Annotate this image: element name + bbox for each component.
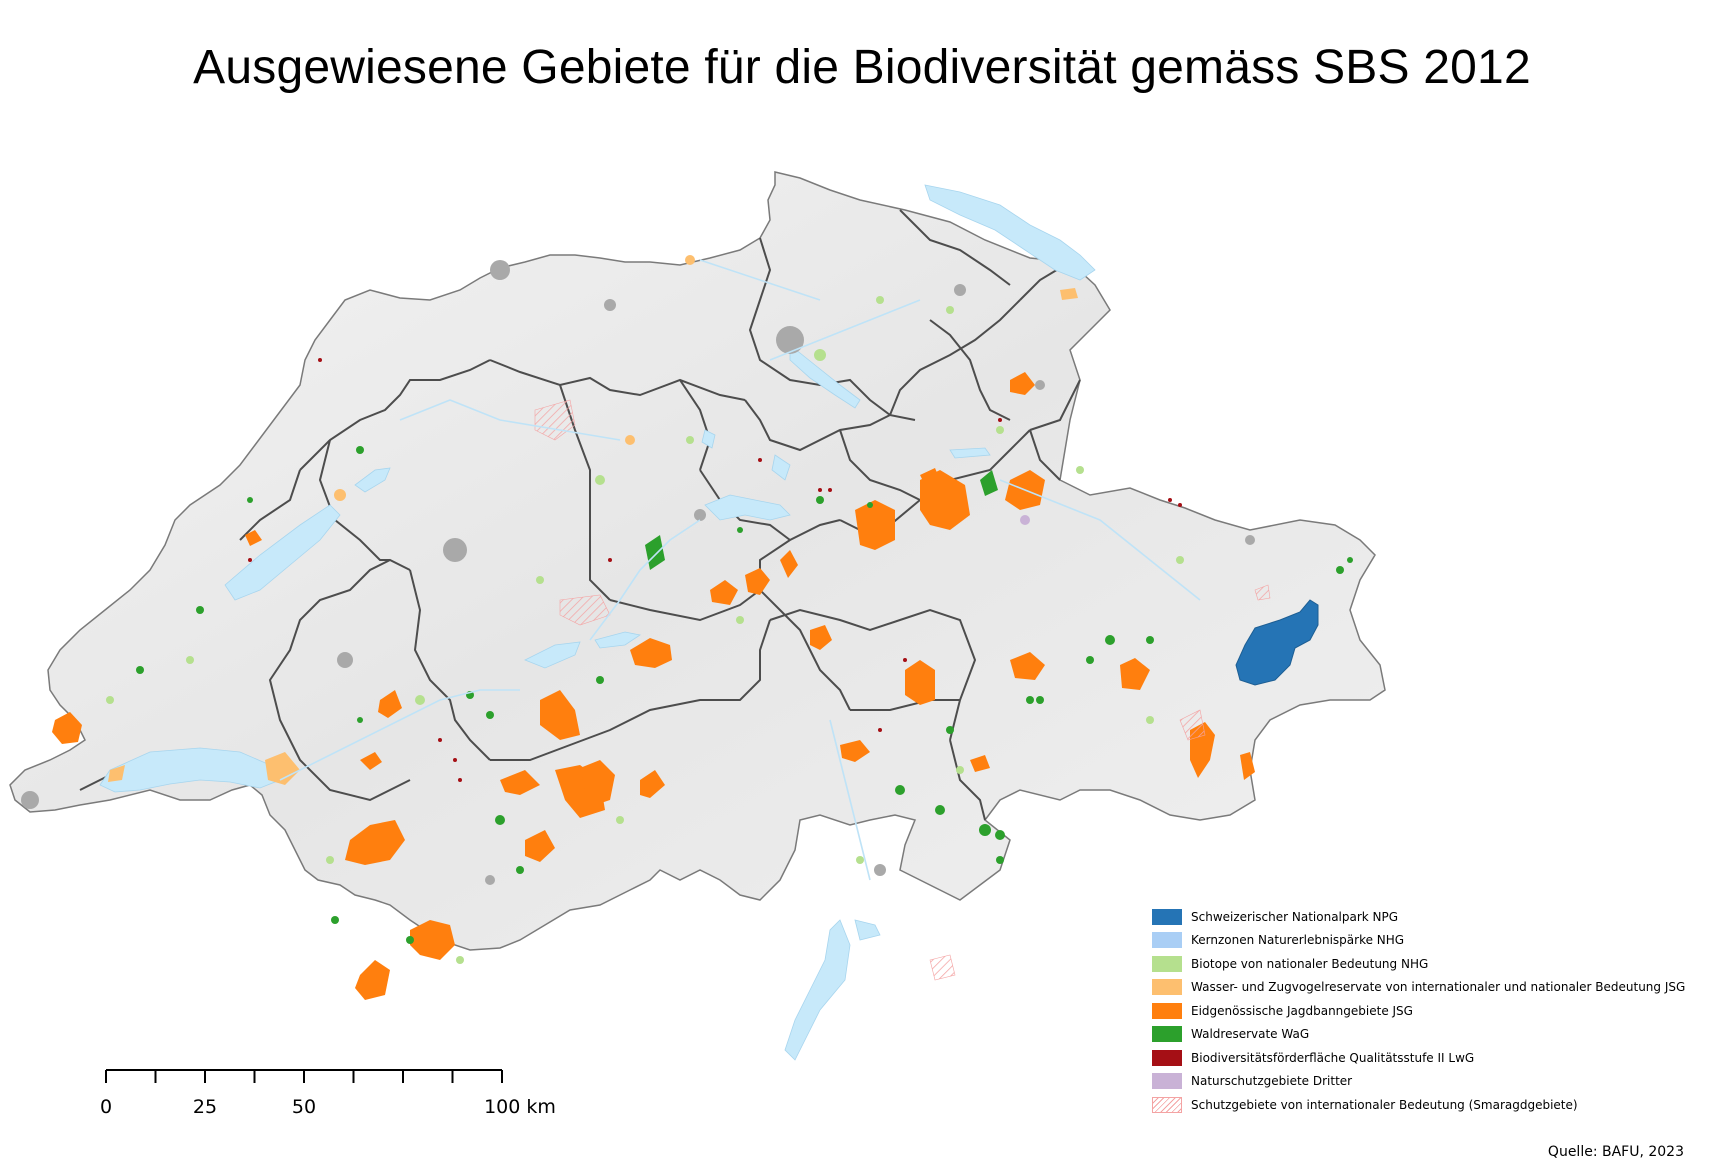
- legend-item-waldreservate: Waldreservate WaG: [1152, 1023, 1712, 1047]
- urban-areas: [21, 260, 1255, 885]
- bff-qii-areas: [248, 358, 1182, 782]
- lake-walensee: [949, 447, 991, 459]
- legend-item-jagdbann: Eidgenössische Jagdbanngebiete JSG: [1152, 999, 1712, 1023]
- legend-label: Eidgenössische Jagdbanngebiete JSG: [1191, 1003, 1413, 1018]
- scale-label-25: 25: [192, 1096, 218, 1118]
- smaragd-areas: [534, 399, 1271, 981]
- scale-ticks: [105, 1070, 503, 1083]
- legend-label: Schweizerischer Nationalpark NPG: [1191, 909, 1399, 924]
- canton-boundaries: [79, 209, 1081, 821]
- lake-maggiore: [784, 919, 851, 1061]
- legend-label: Kernzonen Naturerlebnispärke NHG: [1191, 933, 1405, 948]
- lake-biel: [354, 467, 391, 493]
- waterbird-reserves: [108, 255, 1078, 785]
- legend-swatch: [1152, 1026, 1182, 1043]
- legend-swatch-hatched: [1152, 1096, 1182, 1113]
- legend-label: Wasser- und Zugvogelreservate von intern…: [1191, 980, 1686, 995]
- legend-swatch: [1152, 932, 1182, 949]
- legend-item-biotope: Biotope von nationaler Bedeutung NHG: [1152, 952, 1712, 976]
- scale-label-0: 0: [99, 1096, 113, 1118]
- source-note: Quelle: BAFU, 2023: [1547, 1144, 1684, 1160]
- legend-swatch: [1152, 908, 1182, 925]
- scale-label-100km: 100 km: [484, 1096, 556, 1118]
- lake-geneva: [99, 747, 281, 793]
- legend-swatch: [1152, 955, 1182, 972]
- naturschutz-dritter-areas: [1020, 515, 1030, 525]
- legend-swatch: [1152, 979, 1182, 996]
- scale-label-50: 50: [291, 1096, 317, 1118]
- lake-zurich: [789, 344, 861, 409]
- legend-label: Schutzgebiete von internationaler Bedeut…: [1191, 1097, 1578, 1112]
- lake-constance: [924, 184, 1096, 281]
- lakes: [99, 184, 1096, 1061]
- lake-lugano: [854, 919, 881, 941]
- legend-label: Biodiversitätsförderfläche Qualitätsstuf…: [1191, 1050, 1475, 1065]
- legend-item-kernzonen: Kernzonen Naturerlebnispärke NHG: [1152, 929, 1712, 953]
- lake-brienz: [594, 631, 642, 649]
- country-outline: [9, 171, 1386, 951]
- rivers: [279, 259, 1201, 881]
- lake-thun: [524, 641, 581, 669]
- swiss-national-park: [1235, 599, 1319, 686]
- legend-item-wasser-zugvogel: Wasser- und Zugvogelreservate von intern…: [1152, 976, 1712, 1000]
- legend-swatch: [1152, 1073, 1182, 1090]
- legend: Schweizerischer Nationalpark NPG Kernzon…: [1152, 905, 1712, 1117]
- map-title: Ausgewiesene Gebiete für die Biodiversit…: [193, 41, 1531, 94]
- legend-label: Biotope von nationaler Bedeutung NHG: [1191, 956, 1429, 971]
- biotope-areas: [106, 296, 1284, 964]
- legend-swatch: [1152, 1002, 1182, 1019]
- lake-lucerne: [704, 494, 791, 521]
- jagdbann-areas: [52, 372, 1255, 1000]
- legend-item-bff-qii: Biodiversitätsförderfläche Qualitätsstuf…: [1152, 1046, 1712, 1070]
- lake-zug: [771, 454, 791, 481]
- legend-swatch: [1152, 1049, 1182, 1066]
- lake-neuchatel: [224, 504, 341, 601]
- legend-item-npg: Schweizerischer Nationalpark NPG: [1152, 905, 1712, 929]
- legend-label: Naturschutzgebiete Dritter: [1191, 1074, 1353, 1089]
- legend-item-naturschutz-dritter: Naturschutzgebiete Dritter: [1152, 1070, 1712, 1094]
- waldreservate-areas: [136, 446, 1353, 944]
- legend-item-smaragd: Schutzgebiete von internationaler Bedeut…: [1152, 1093, 1712, 1117]
- legend-label: Waldreservate WaG: [1191, 1027, 1310, 1042]
- lake-sempach: [701, 429, 716, 449]
